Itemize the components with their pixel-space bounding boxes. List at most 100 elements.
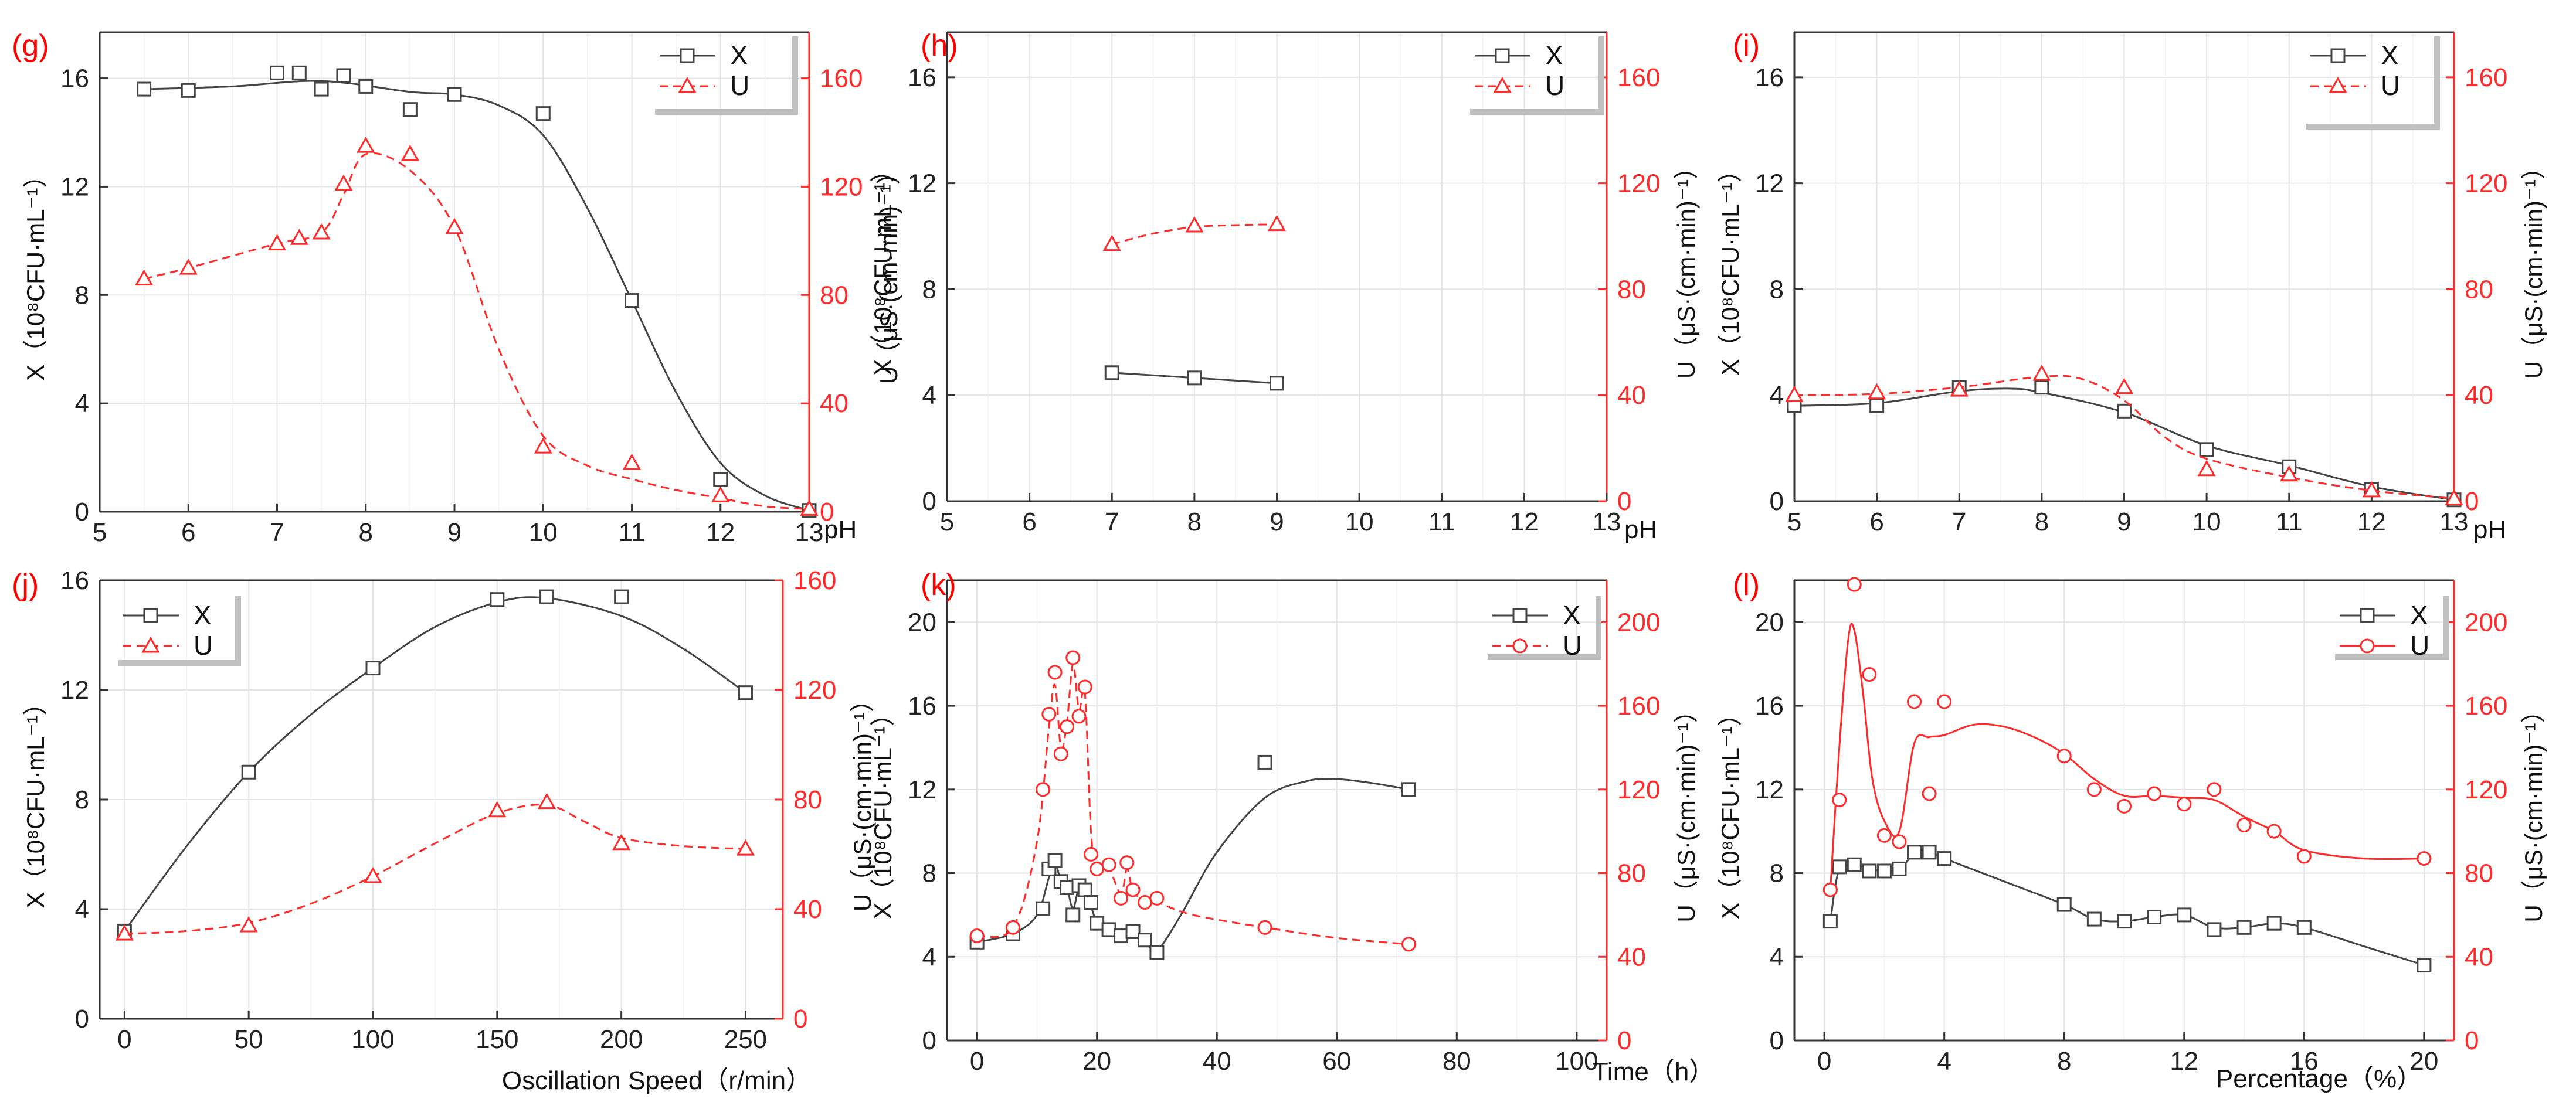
y-left-tick-label: 4 xyxy=(922,943,936,971)
data-point-X xyxy=(1047,853,1063,868)
series-U xyxy=(1822,577,2432,897)
legend: XU xyxy=(1470,36,1604,115)
data-point-X xyxy=(1907,845,1922,860)
data-point-X xyxy=(2117,403,2132,419)
x-tick-label: 50 xyxy=(235,1025,263,1054)
y-axis-right-label: U（μS·(cm·min)⁻¹） xyxy=(2520,698,2547,922)
x-tick-label: 7 xyxy=(270,518,284,547)
y-left-tick-label: 16 xyxy=(908,692,936,720)
gridlines xyxy=(947,580,1607,1041)
data-point-X xyxy=(1922,845,1937,860)
data-point-U xyxy=(334,174,353,191)
x-tick-label: 5 xyxy=(93,518,107,547)
chart-panel-i: 5 6 7 8 9 10 11 12 13048121604080120160X（10⁸CFU·… xyxy=(1716,29,2547,544)
data-point-U xyxy=(445,217,464,234)
data-point-U xyxy=(1257,920,1272,935)
data-point-U xyxy=(800,499,819,516)
x-tick-label: 0 xyxy=(1817,1047,1831,1076)
y-left-tick-label: 4 xyxy=(75,895,89,924)
y-right-tick-label: 40 xyxy=(2465,381,2493,410)
y-axis-right-label: U（μS·(cm·min)⁻¹） xyxy=(1672,155,1700,379)
y-left-tick-label: 12 xyxy=(908,776,936,804)
y-axis-left-label: X（10⁸CFU·mL⁻¹） xyxy=(869,158,897,375)
data-point-U xyxy=(2086,782,2102,797)
data-point-U xyxy=(2280,465,2299,482)
data-point-X xyxy=(2086,911,2102,927)
series-line-U xyxy=(144,152,809,510)
x-tick-label: 11 xyxy=(2276,508,2303,536)
y-right-tick-label: 80 xyxy=(1617,859,1646,888)
data-point-X xyxy=(2236,920,2252,935)
data-point-U xyxy=(1149,890,1165,906)
data-point-X xyxy=(447,87,462,102)
legend-label-X: X xyxy=(2381,40,2399,70)
data-point-X xyxy=(2199,442,2214,457)
data-point-X xyxy=(1862,863,1877,879)
panel-label: (g) xyxy=(12,29,49,63)
data-point-U xyxy=(1862,667,1877,682)
x-tick-label: 9 xyxy=(2117,508,2131,536)
legend: XU xyxy=(2306,36,2440,130)
y-left-tick-label: 12 xyxy=(60,676,89,705)
y-axis-right-label: U（μS·(cm·min)⁻¹） xyxy=(849,688,876,911)
y-right-tick-label: 160 xyxy=(1617,63,1660,92)
data-point-U xyxy=(2445,489,2463,505)
y-right-tick-label: 120 xyxy=(2465,169,2507,198)
panel-label: (h) xyxy=(921,29,958,63)
chart-panel-j: 0 50 100 150 200 250048121604080120160X（10⁸CF… xyxy=(12,566,876,1095)
data-point-X xyxy=(1036,901,1051,916)
y-left-tick-label: 16 xyxy=(60,566,89,595)
series-line-U xyxy=(124,804,746,935)
data-point-U xyxy=(1036,782,1051,797)
x-tick-label: 11 xyxy=(1428,508,1455,536)
legend-marker-U xyxy=(678,76,697,93)
y-right-tick-label: 40 xyxy=(820,389,849,418)
data-point-X xyxy=(1847,857,1862,872)
chart-panel-l: 0 4 8 12 16 2004812162004080120160200X（10⁸CFU… xyxy=(1716,568,2547,1093)
y-left-tick-label: 8 xyxy=(75,785,89,814)
data-point-X xyxy=(1937,851,1952,866)
panel-label: (l) xyxy=(1733,568,1760,602)
data-point-U xyxy=(1077,679,1092,695)
legend-label-U: U xyxy=(2410,630,2429,661)
y-left-tick-label: 0 xyxy=(922,487,936,516)
data-point-U xyxy=(357,137,375,153)
data-point-X xyxy=(2117,914,2132,929)
x-tick-label: 100 xyxy=(351,1025,394,1054)
data-point-X xyxy=(1060,880,1075,896)
data-point-U xyxy=(1847,577,1862,592)
data-point-X xyxy=(1832,859,1847,875)
data-point-U xyxy=(2417,851,2432,866)
legend-marker-X xyxy=(2330,48,2346,63)
series-X xyxy=(137,65,817,518)
data-point-X xyxy=(738,685,753,700)
series-U xyxy=(969,650,1416,952)
data-point-U xyxy=(488,801,507,818)
data-point-U xyxy=(2197,460,2216,477)
data-point-U xyxy=(2147,786,2162,801)
x-tick-label: 9 xyxy=(447,518,461,547)
data-point-U xyxy=(2296,849,2312,864)
legend-marker-U xyxy=(2329,76,2347,93)
data-point-X xyxy=(1401,782,1416,797)
legend: XU xyxy=(2335,596,2449,661)
y-right-tick-label: 160 xyxy=(820,64,863,93)
x-axis-label: Time（h） xyxy=(1593,1057,1715,1086)
y-left-tick-label: 16 xyxy=(908,63,936,92)
y-axis-right-label: U（μS·(cm·min)⁻¹） xyxy=(2520,155,2547,379)
data-point-X xyxy=(1187,370,1202,386)
data-point-X xyxy=(535,106,551,121)
gridlines xyxy=(100,580,783,1019)
x-tick-label: 5 xyxy=(940,508,954,536)
x-tick-label: 200 xyxy=(600,1025,643,1054)
data-point-X xyxy=(2417,958,2432,973)
x-axis-label: pH xyxy=(1624,515,1657,544)
data-point-X xyxy=(365,661,381,676)
y-left-tick-label: 16 xyxy=(1755,63,1784,92)
series-U xyxy=(115,793,755,941)
legend: XU xyxy=(1488,596,1601,661)
data-point-X xyxy=(539,589,555,604)
data-point-U xyxy=(1868,383,1886,400)
x-tick-label: 13 xyxy=(795,518,824,547)
